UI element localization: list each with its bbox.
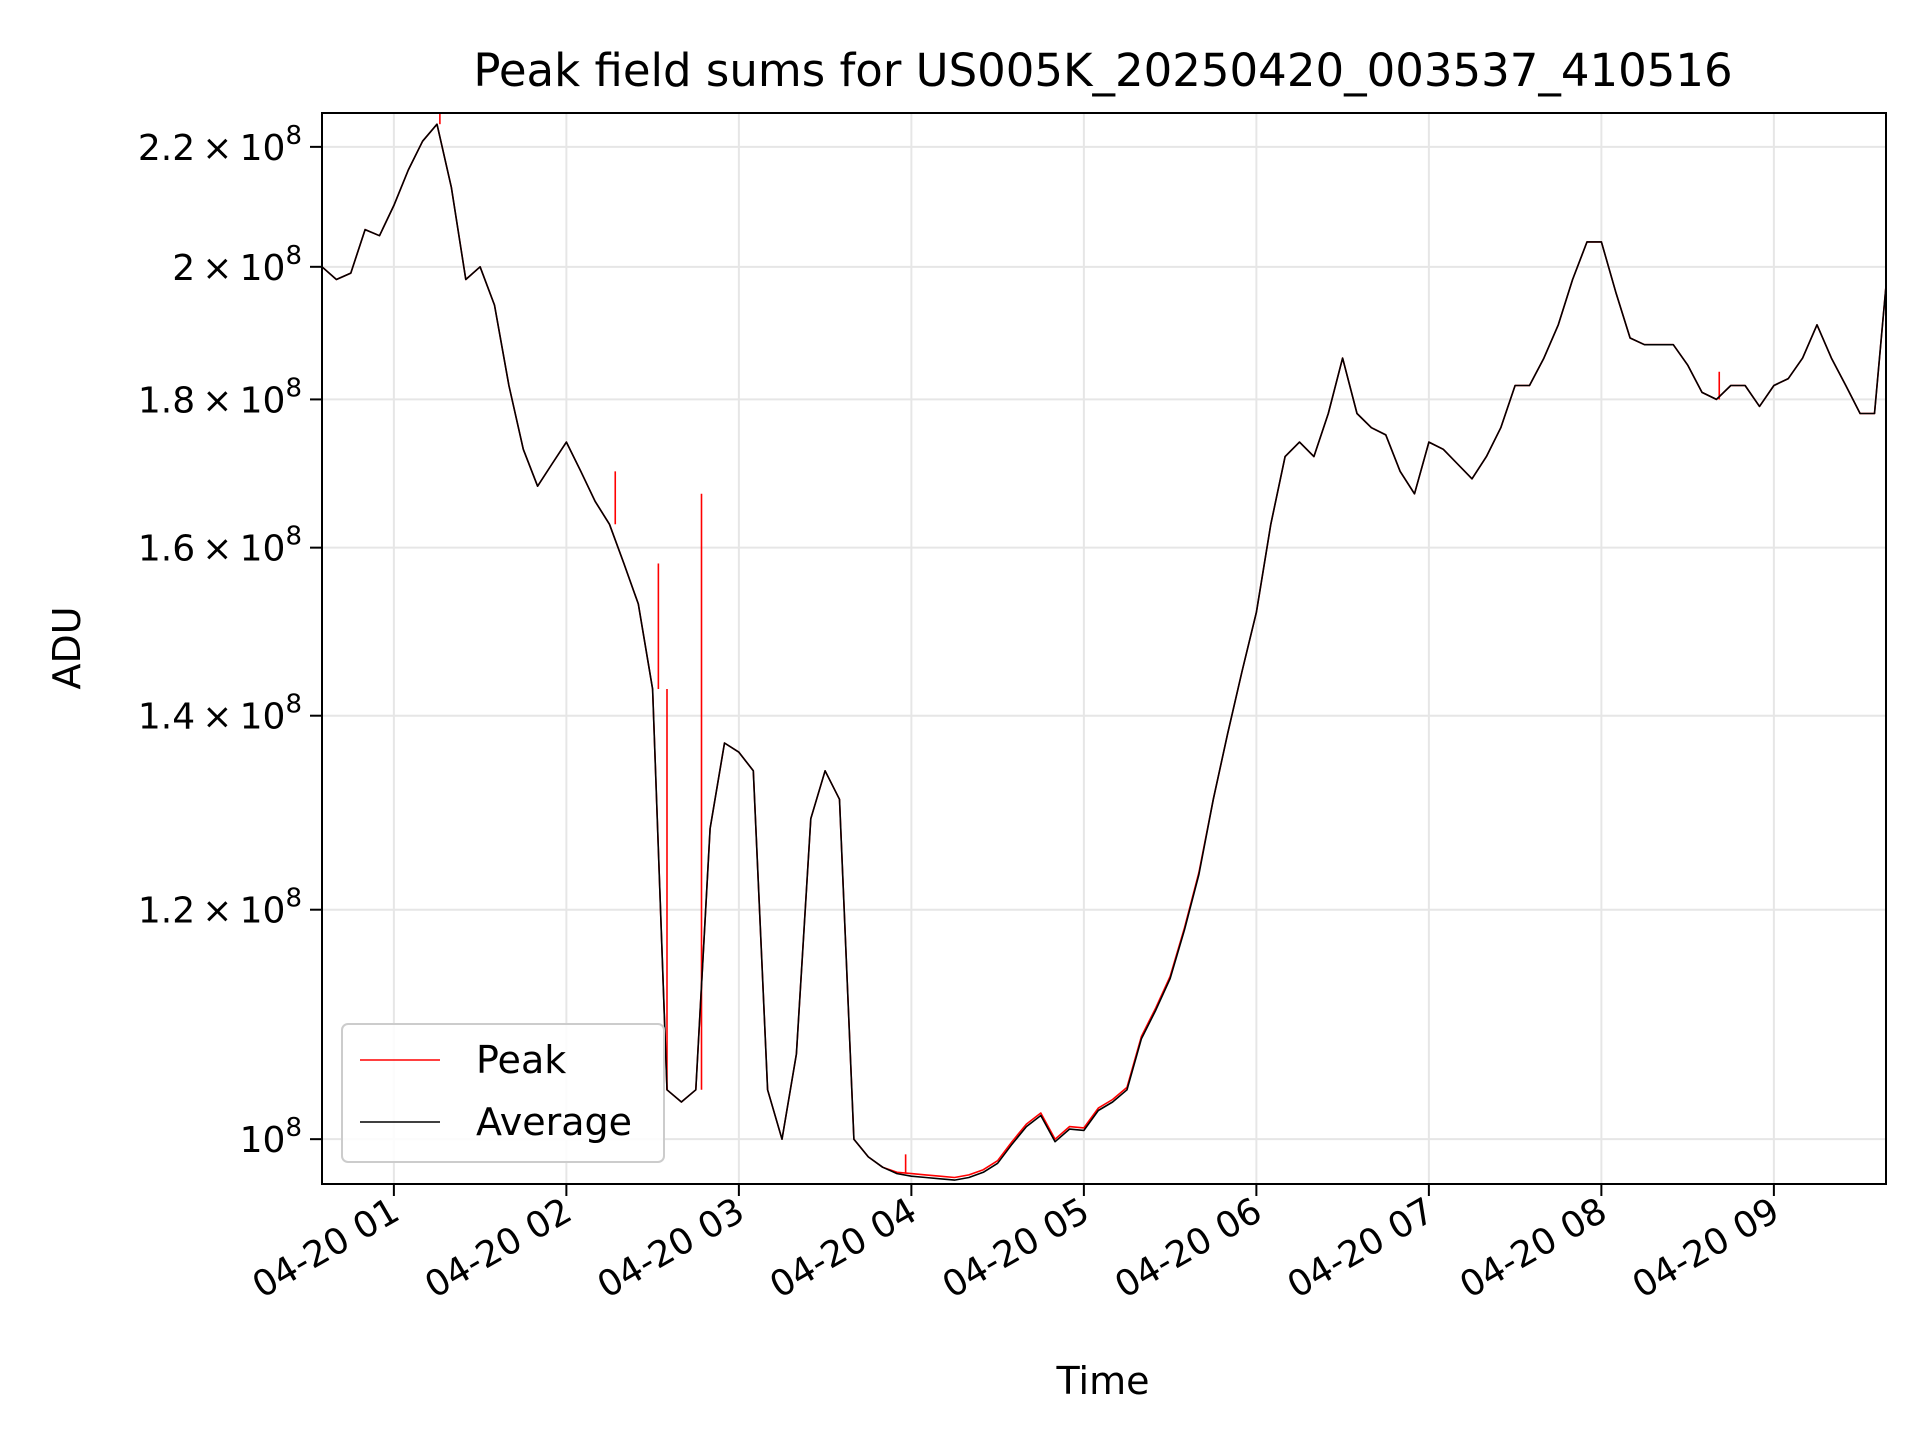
grid — [322, 113, 1886, 1184]
legend: Peak Average — [341, 1023, 665, 1163]
y-tick-label: 1.4 × 108 — [138, 690, 302, 738]
y-tick-label: 1.6 × 108 — [138, 522, 302, 570]
legend-box — [341, 1023, 665, 1163]
legend-label-average: Average — [476, 1100, 632, 1144]
legend-label-peak: Peak — [476, 1038, 566, 1082]
chart-title: Peak field sums for US005K_20250420_0035… — [473, 44, 1732, 97]
series-line-average — [321, 123, 1887, 1181]
y-axis-label: ADU — [45, 606, 89, 689]
y-tick-label: 1.8 × 108 — [138, 373, 302, 421]
y-tick-label: 1.2 × 108 — [138, 884, 302, 932]
y-axis: 108 1.2 × 108 1.4 × 108 1.6 × 108 1.8 × 108 2… — [138, 121, 322, 1161]
y-tick-label: 108 — [240, 1113, 302, 1161]
plot-frame — [321, 112, 1887, 1185]
x-axis-label: Time — [1056, 1359, 1150, 1403]
y-tick-label: 2.2 × 108 — [138, 121, 302, 169]
y-tick-label: 2 × 108 — [172, 241, 302, 289]
